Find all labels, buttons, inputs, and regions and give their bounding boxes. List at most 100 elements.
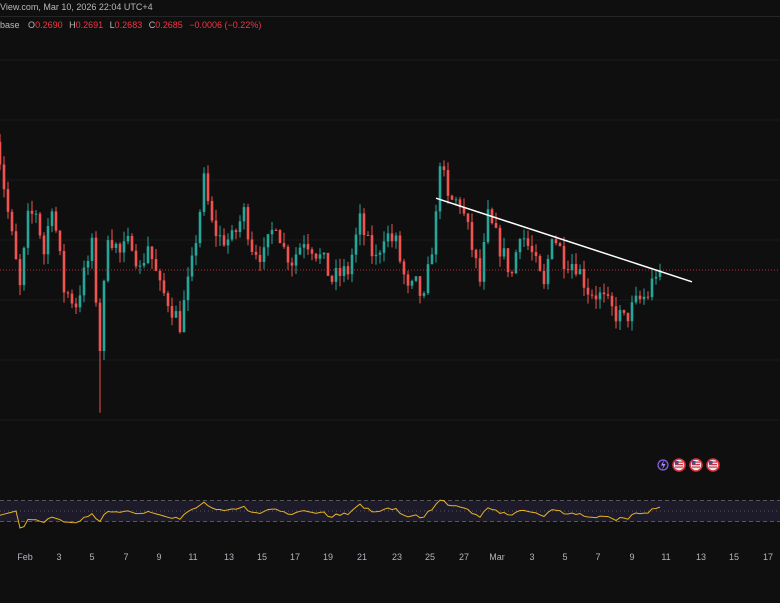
- candle-body: [654, 276, 658, 279]
- candle-body: [206, 173, 210, 201]
- candle-body: [610, 295, 614, 307]
- candle-body: [214, 220, 218, 236]
- candle-body: [78, 295, 82, 308]
- candle-body: [290, 262, 294, 266]
- candle-body: [486, 209, 490, 243]
- lightning-event-icon: [657, 459, 669, 471]
- open-value: 0.2690: [35, 20, 63, 30]
- candle-body: [182, 300, 186, 333]
- x-tick-label: 11: [661, 552, 670, 562]
- candle-body: [394, 235, 398, 242]
- candle-body: [454, 199, 458, 201]
- candle-body: [422, 293, 426, 296]
- candle-body: [602, 292, 606, 295]
- x-tick-label: 27: [459, 552, 469, 562]
- candle-body: [210, 200, 214, 221]
- open-label: O: [28, 20, 36, 30]
- candle-body: [606, 294, 610, 296]
- x-tick-label: 7: [595, 552, 600, 562]
- candle-body: [350, 254, 354, 275]
- x-tick-label: 17: [763, 552, 773, 562]
- candle-body: [110, 240, 114, 248]
- candle-body: [582, 269, 586, 288]
- candle-body: [202, 173, 206, 212]
- candle-body: [538, 255, 542, 271]
- candle-body: [434, 211, 438, 255]
- candle-body: [278, 230, 282, 244]
- candle-body: [118, 243, 122, 253]
- candle-body: [138, 265, 142, 267]
- candle-body: [250, 239, 254, 252]
- candle-body: [334, 268, 338, 282]
- candle-body: [526, 238, 530, 246]
- candle-body: [42, 235, 46, 255]
- x-tick-label: 19: [323, 552, 333, 562]
- event-markers: [657, 458, 720, 472]
- candle-body: [586, 287, 590, 295]
- candle-body: [342, 266, 346, 276]
- candle-body: [310, 249, 314, 254]
- candle-body: [34, 213, 38, 215]
- candle-body: [646, 296, 650, 298]
- candle-body: [470, 222, 474, 250]
- candle-body: [302, 244, 306, 248]
- candle-body: [194, 243, 198, 256]
- candle-body: [158, 270, 162, 281]
- candle-body: [374, 254, 378, 257]
- candle-body: [298, 247, 302, 255]
- trend-line: [435, 197, 693, 283]
- candle-body: [414, 276, 418, 281]
- candle-body: [482, 242, 486, 282]
- x-tick-label: Mar: [489, 552, 505, 562]
- candle-body: [450, 195, 454, 200]
- high-label: H: [69, 20, 76, 30]
- candle-body: [50, 211, 54, 227]
- candle-body: [150, 246, 154, 260]
- x-tick-label: 5: [562, 552, 567, 562]
- candle-body: [282, 243, 286, 247]
- candle-body: [438, 166, 442, 212]
- us-flag-event-icon: [672, 458, 686, 472]
- ohlc-legend: base O0.2690 H0.2691 L0.2683 C0.2685 −0.…: [0, 18, 265, 32]
- x-tick-label: 13: [696, 552, 706, 562]
- x-tick-label: 7: [123, 552, 128, 562]
- candle-body: [262, 247, 266, 262]
- candle-body: [154, 259, 158, 271]
- candle-body: [638, 295, 642, 300]
- candle-body: [622, 310, 626, 313]
- source-date-text: View.com, Mar 10, 2026 22:04 UTC+4: [0, 2, 153, 12]
- candle-body: [286, 246, 290, 263]
- candle-body: [370, 235, 374, 257]
- candle-body: [590, 294, 594, 296]
- candle-body: [614, 306, 618, 322]
- candle-body: [354, 234, 358, 255]
- candle-body: [82, 267, 86, 296]
- rsi-panel: [0, 499, 780, 529]
- candle-body: [142, 262, 146, 266]
- candle-body: [402, 261, 406, 275]
- candle-body: [506, 248, 510, 273]
- x-tick-label: 3: [529, 552, 534, 562]
- candle-body: [242, 207, 246, 222]
- candle-body: [174, 311, 178, 318]
- candle-body: [186, 276, 190, 301]
- candle-body: [382, 241, 386, 253]
- candle-body: [330, 275, 334, 282]
- candle-body: [10, 211, 14, 232]
- candle-body: [510, 272, 514, 274]
- candle-body: [38, 213, 42, 236]
- candle-body: [386, 233, 390, 242]
- candle-body: [306, 244, 310, 250]
- candle-body: [146, 246, 150, 263]
- candle-body: [390, 233, 394, 242]
- candle-body: [114, 243, 118, 248]
- candle-body: [102, 280, 106, 351]
- candle-body: [66, 292, 70, 294]
- candle-body: [542, 270, 546, 285]
- candle-body: [446, 170, 450, 196]
- candle-body: [162, 280, 166, 294]
- candle-body: [14, 231, 18, 260]
- candle-body: [630, 302, 634, 322]
- candle-body: [442, 166, 446, 171]
